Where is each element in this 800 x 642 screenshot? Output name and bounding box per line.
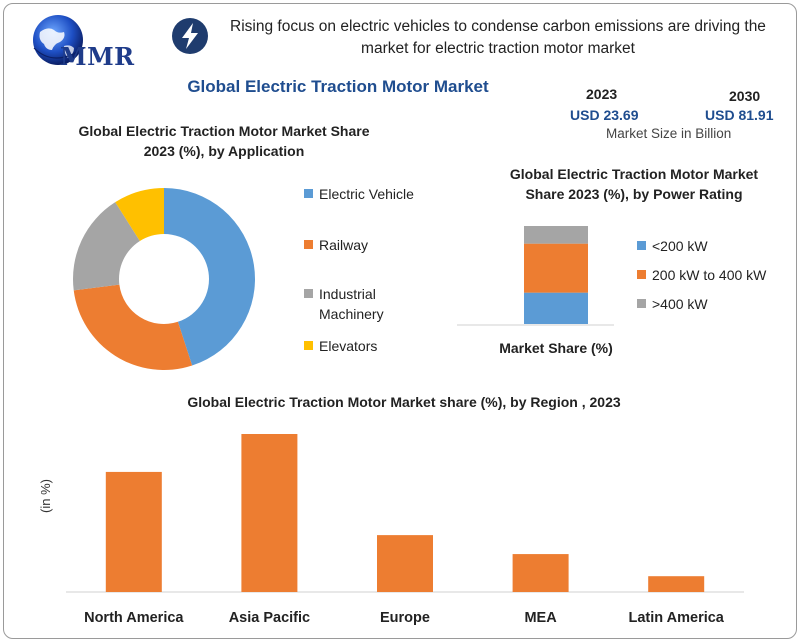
year-2023-label: 2023 [586, 86, 618, 102]
headline-text: Rising focus on electric vehicles to con… [230, 18, 766, 57]
application-chart-title: Global Electric Traction Motor Market Sh… [78, 123, 370, 159]
donut-slice-industrial-machinery [73, 202, 140, 291]
mmr-globe-logo [33, 15, 85, 65]
legend-label: Industrial Machinery [319, 286, 384, 322]
legend-swatch [637, 270, 646, 279]
legend-swatch [637, 241, 646, 250]
application-legend: Electric Vehicle Railway Industrial Machin… [304, 184, 434, 364]
legend-swatch [304, 289, 313, 298]
infographic-frame: MMR Rising focus on electric vehicles to… [3, 3, 797, 639]
page-title: Global Electric Traction Motor Market [187, 77, 489, 96]
value-2023: USD 23.69 [570, 107, 639, 123]
region-chart-title: Global Electric Traction Motor Market sh… [187, 394, 621, 410]
donut-slice-railway [73, 284, 193, 370]
donut-slice-electric-vehicle [164, 188, 256, 366]
power-rating-stacked-bar-chart: Market Share (%) [457, 226, 614, 356]
legend-swatch [304, 341, 313, 350]
legend-label: Electric Vehicle [319, 186, 414, 202]
region-tick-europe: Europe [380, 610, 430, 626]
legend-label: >400 kW [652, 296, 708, 312]
legend-swatch [304, 189, 313, 198]
application-donut-chart [73, 188, 256, 370]
region-bar-mea [512, 554, 569, 592]
region-bar-chart: North America Asia Pacific Europe MEA Latin … [38, 434, 744, 626]
legend-label: Elevators [319, 338, 378, 354]
region-bar-latin-america [648, 576, 705, 592]
region-tick-asia-pacific: Asia Pacific [229, 610, 310, 626]
logo-text: MMR [60, 42, 135, 71]
legend-label: <200 kW [652, 238, 708, 254]
region-bar-asia-pacific [241, 434, 298, 592]
legend-label: Railway [319, 237, 369, 253]
value-2030: USD 81.91 [705, 107, 774, 123]
power-rating-chart-title: Global Electric Traction Motor Market Sh… [509, 166, 759, 202]
power-rating-legend: <200 kW 200 kW to 400 kW >400 kW [637, 236, 787, 326]
region-bar-europe [377, 535, 433, 592]
region-y-label: (in %) [38, 479, 53, 513]
stack-segment-200-kw [524, 292, 588, 324]
stacked-x-label: Market Share (%) [499, 340, 613, 356]
donut-slice-elevators [115, 188, 164, 242]
stack-segment-200-kw-to-400-kw [524, 243, 588, 293]
lightning-bolt-icon [172, 18, 208, 54]
region-bar-north-america [105, 471, 162, 592]
year-2030-label: 2030 [729, 88, 761, 104]
stack-segment-400-kw [524, 226, 588, 244]
region-tick-latin-america: Latin America [629, 610, 725, 626]
region-tick-north-america: North America [84, 610, 184, 626]
region-tick-mea: MEA [524, 610, 557, 626]
legend-label: 200 kW to 400 kW [652, 267, 767, 283]
legend-swatch [637, 299, 646, 308]
market-size-unit-label: Market Size in Billion [606, 126, 732, 141]
legend-swatch [304, 240, 313, 249]
